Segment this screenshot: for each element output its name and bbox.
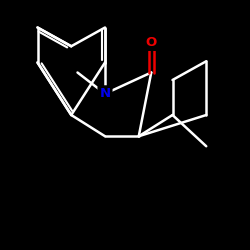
Text: N: N	[100, 87, 110, 100]
Text: O: O	[146, 36, 157, 49]
